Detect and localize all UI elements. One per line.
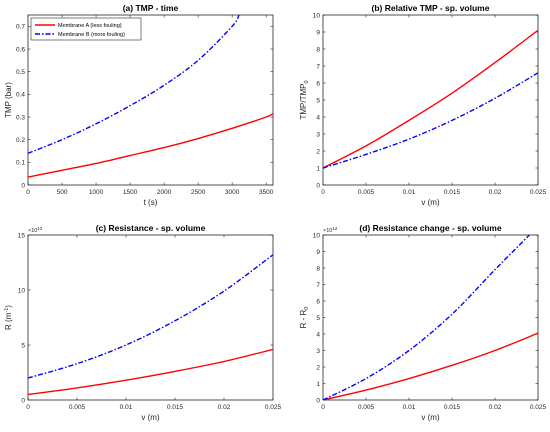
axes-box: [27, 14, 274, 186]
y-tick-label: 5: [21, 342, 25, 349]
x-tick-label: 0.005: [69, 404, 86, 411]
chart-panel-4: 0 0.005 0.01 0.015 0.02 0.025 0 1 2 3 4 5 6 7 8 9 10×101…: [299, 223, 547, 422]
x-tick-label: 0.025: [530, 404, 547, 411]
y-tick-label: 0: [21, 397, 25, 404]
x-tick-label: 3000: [225, 189, 240, 196]
y-tick-label: 0.5: [16, 69, 25, 76]
x-tick-label: 0.01: [403, 189, 416, 196]
axes-box: [322, 14, 539, 186]
legend-label: Membrane A (less fouling): [58, 23, 122, 29]
series-group: [323, 29, 538, 169]
x-tick-label: 1500: [123, 189, 138, 196]
x-tick-label: 0.015: [444, 189, 461, 196]
y-tick-label: 10: [313, 232, 321, 239]
y-tick-label: 5: [316, 315, 320, 322]
x-tick-label: 0.02: [218, 404, 231, 411]
y-tick-label: 0.3: [16, 114, 25, 121]
y-tick-label: 0.2: [16, 137, 25, 144]
y-tick-label: 4: [316, 114, 320, 121]
x-tick-label: 0.005: [358, 404, 375, 411]
x-tick-label: 0.015: [167, 404, 184, 411]
x-tick-label: 0.025: [530, 189, 547, 196]
y-tick-label: 10: [18, 287, 26, 294]
x-tick-label: 0.02: [489, 404, 502, 411]
y-tick-label: 6: [316, 298, 320, 305]
y-tick-label: 15: [18, 232, 26, 239]
y-tick-label: 1: [316, 165, 320, 172]
x-tick-label: 0: [321, 189, 325, 196]
series-line-membrane-a: [323, 332, 538, 400]
y-tick-label: 10: [313, 12, 321, 19]
y-tick-label: 9: [316, 249, 320, 256]
x-tick-label: 2000: [157, 189, 172, 196]
legend-label: Membrane B (more fouling): [58, 32, 125, 38]
y-tick-label: 0.4: [16, 92, 25, 99]
x-tick-label: 3500: [259, 189, 274, 196]
x-tick-label: 0: [26, 404, 30, 411]
series-group: [323, 235, 538, 400]
series-group: [28, 254, 273, 396]
y-tick-label: 9: [316, 29, 320, 36]
x-tick-label: 500: [57, 189, 68, 196]
series-group: [28, 15, 273, 178]
chart-title: (d) Resistance change - sp. volume: [359, 223, 501, 233]
y-tick-label: 0: [316, 397, 320, 404]
x-tick-label: 0.005: [358, 189, 375, 196]
series-line-membrane-a: [28, 348, 273, 396]
x-tick-label: 0.025: [265, 404, 282, 411]
y-tick-label: 7: [316, 282, 320, 289]
axes-box: [27, 234, 274, 401]
y-axis-label: TMP (bar): [4, 82, 13, 118]
x-tick-label: 0: [26, 189, 30, 196]
chart-title: (a) TMP - time: [123, 3, 179, 13]
y-axis-label: R - R0: [299, 307, 310, 329]
x-tick-label: 0.01: [403, 404, 416, 411]
x-axis-label: v (m): [421, 413, 440, 422]
chart-panel-2: 0 0.005 0.01 0.015 0.02 0.025 0 1 2 3 4 5 6 7 8 9 10 (b) …: [299, 3, 547, 207]
y-tick-label: 5: [316, 97, 320, 104]
x-tick-label: 0.015: [444, 404, 461, 411]
y-tick-label: 4: [316, 331, 320, 338]
x-tick-label: 1000: [89, 189, 104, 196]
x-tick-label: 0: [321, 404, 325, 411]
series-line-membrane-b: [28, 254, 273, 379]
x-axis-label: v (m): [141, 413, 160, 422]
y-exponent-label: ×1012: [28, 226, 43, 234]
y-tick-label: 8: [316, 265, 320, 272]
series-line-membrane-a: [28, 112, 273, 178]
y-tick-label: 3: [316, 348, 320, 355]
y-tick-label: 0: [316, 182, 320, 189]
legend-box: [30, 17, 142, 41]
x-tick-label: 0.01: [120, 404, 133, 411]
y-tick-label: 2: [316, 148, 320, 155]
chart-title: (c) Resistance - sp. volume: [96, 223, 206, 233]
y-tick-label: 0.6: [16, 46, 25, 53]
y-tick-label: 8: [316, 46, 320, 53]
x-axis-label: t (s): [144, 198, 158, 207]
y-tick-label: 3: [316, 131, 320, 138]
y-axis-label: TMP/TMP0: [299, 80, 310, 119]
series-line-membrane-a: [323, 29, 538, 169]
y-tick-label: 2: [316, 364, 320, 371]
series-line-membrane-b: [323, 235, 530, 400]
x-tick-label: 0.02: [489, 189, 502, 196]
series-line-membrane-b: [28, 15, 240, 154]
chart-panel-3: 0 0.005 0.01 0.015 0.02 0.025 0 5 10 15×1012 (c) R…: [4, 223, 282, 422]
x-tick-label: 2500: [191, 189, 206, 196]
y-tick-label: 0.1: [16, 160, 25, 167]
y-axis-label: R (m-1): [4, 305, 13, 330]
axes-box: [322, 234, 539, 401]
y-tick-label: 0.7: [16, 24, 25, 31]
y-tick-label: 7: [316, 63, 320, 70]
y-tick-label: 1: [316, 381, 320, 388]
y-tick-label: 0: [21, 182, 25, 189]
y-exponent-label: ×1012: [323, 226, 338, 234]
series-line-membrane-b: [323, 72, 538, 169]
chart-panel-1: 0 500 1000 1500 2000 2500 3000 3500 0 0.1 0.2 0.3 0.…: [4, 3, 274, 207]
legend: Membrane A (less fouling) Membrane B (mor…: [30, 17, 142, 41]
x-axis-label: v (m): [421, 198, 440, 207]
y-tick-label: 6: [316, 80, 320, 87]
chart-title: (b) Relative TMP - sp. volume: [372, 3, 490, 13]
